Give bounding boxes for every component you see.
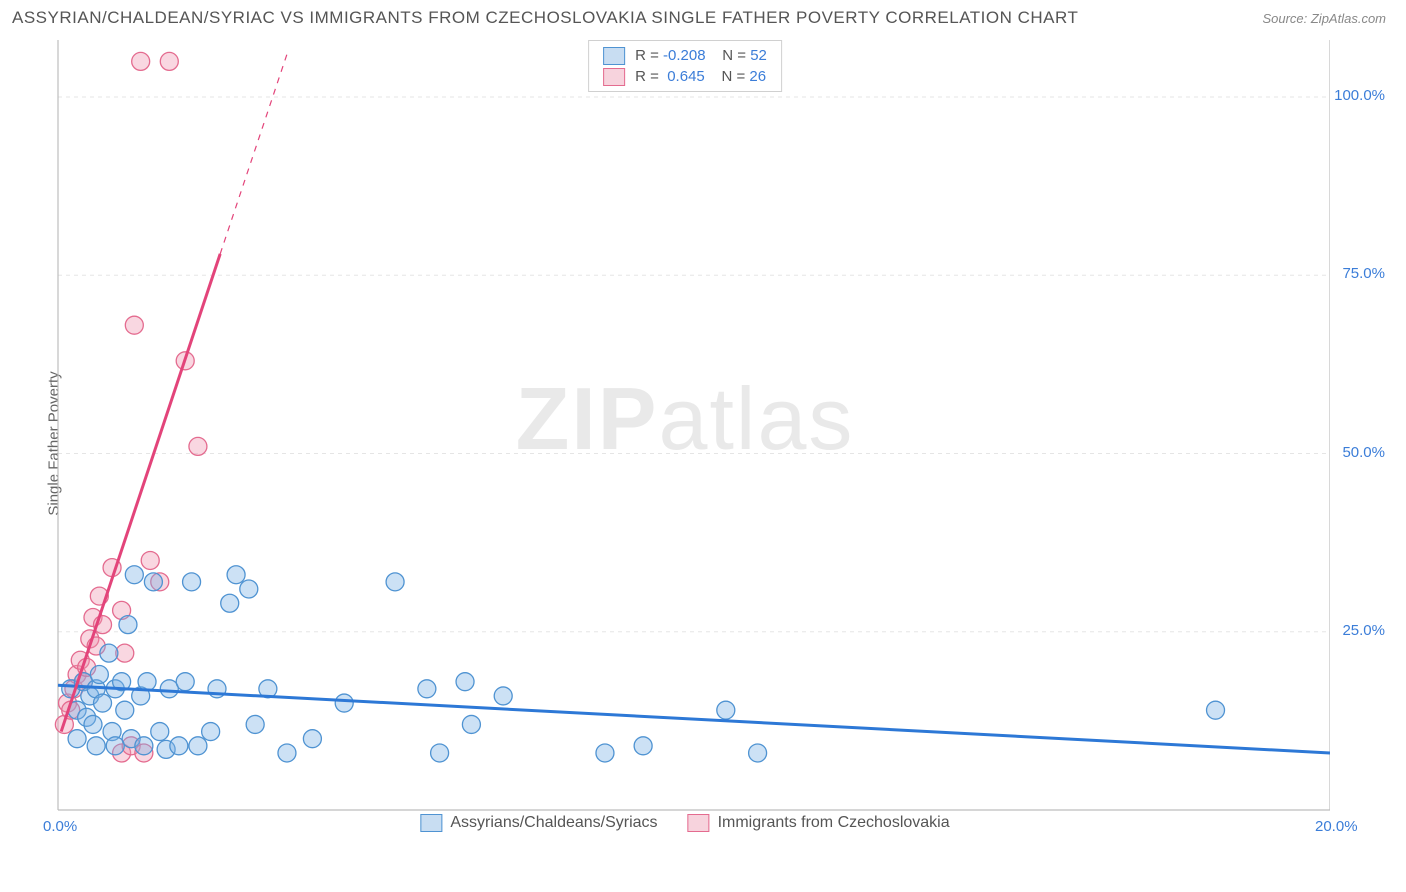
swatch-pink xyxy=(603,68,625,86)
legend-row-series2: R = 0.645 N = 26 xyxy=(603,66,767,87)
legend-item-series2: Immigrants from Czechoslovakia xyxy=(688,814,950,832)
chart-header: ASSYRIAN/CHALDEAN/SYRIAC VS IMMIGRANTS F… xyxy=(0,0,1406,32)
swatch-pink xyxy=(688,814,710,832)
correlation-legend: R = -0.208 N = 52 R = 0.645 N = 26 xyxy=(588,40,782,92)
x-tick-label: 0.0% xyxy=(43,818,77,835)
swatch-blue xyxy=(603,47,625,65)
swatch-blue xyxy=(420,814,442,832)
source-attribution: Source: ZipAtlas.com xyxy=(1262,11,1386,26)
legend-row-series1: R = -0.208 N = 52 xyxy=(603,45,767,66)
chart-title: ASSYRIAN/CHALDEAN/SYRIAC VS IMMIGRANTS F… xyxy=(12,8,1078,28)
chart-area: Single Father Poverty ZIPatlas R = -0.20… xyxy=(40,40,1330,830)
y-tick-label: 100.0% xyxy=(1334,87,1385,104)
series-legend: Assyrians/Chaldeans/Syriacs Immigrants f… xyxy=(420,814,949,832)
y-tick-label: 25.0% xyxy=(1342,622,1385,639)
x-tick-label: 20.0% xyxy=(1315,818,1358,835)
legend-item-series1: Assyrians/Chaldeans/Syriacs xyxy=(420,814,657,832)
y-tick-label: 75.0% xyxy=(1342,265,1385,282)
scatter-plot-svg xyxy=(40,40,1330,830)
y-tick-label: 50.0% xyxy=(1342,444,1385,461)
